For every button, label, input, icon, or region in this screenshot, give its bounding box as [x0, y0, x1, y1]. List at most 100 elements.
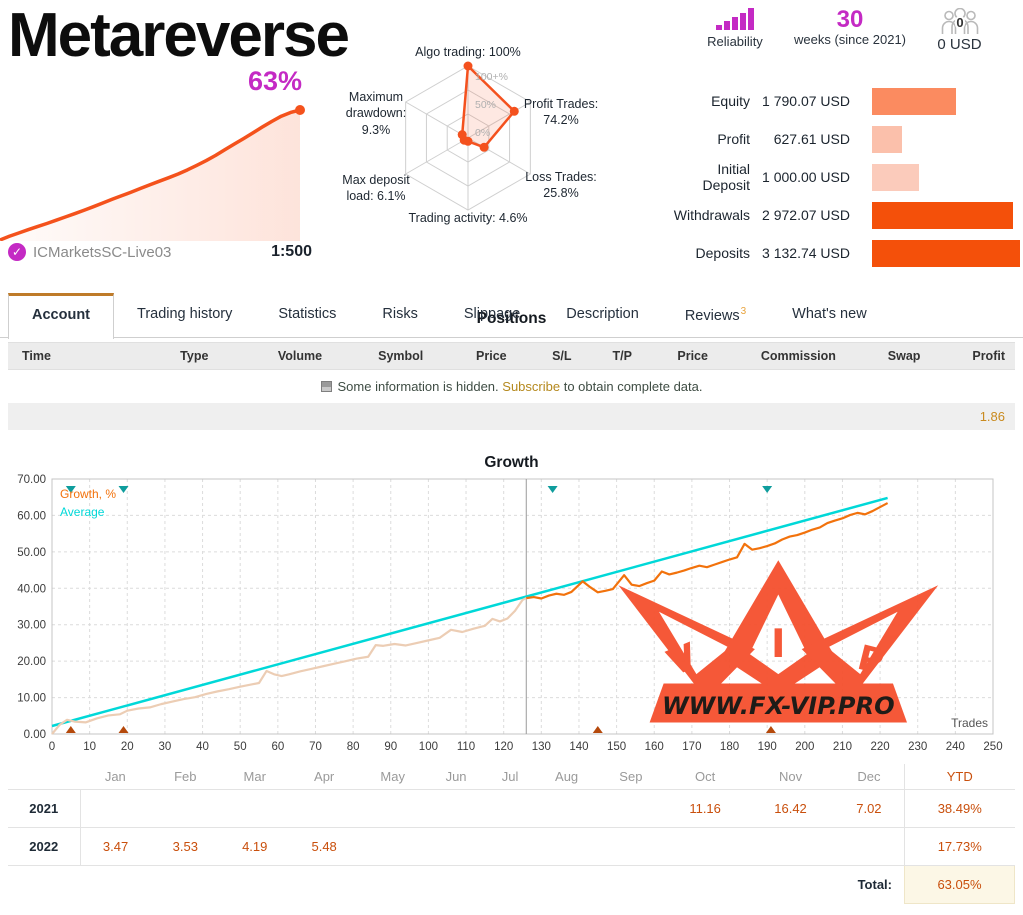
positions-col-profit: Profit — [944, 342, 1015, 370]
svg-text:20: 20 — [121, 741, 134, 753]
mini-growth-chart — [0, 93, 312, 242]
tab-reviews[interactable]: Reviews3 — [684, 306, 747, 324]
reliability-stat: Reliability — [680, 8, 790, 49]
subscribe-link[interactable]: Subscribe — [502, 379, 561, 394]
radar-label-trading-activity: Trading activity: 4.6% — [408, 211, 528, 225]
positions-col-price: Price — [652, 342, 733, 370]
tab-account[interactable]: Account — [8, 293, 114, 339]
monthly-row-2022: 2022 3.47 3.53 4.19 5.48 17.73% — [8, 827, 1015, 866]
svg-text:120: 120 — [494, 741, 513, 753]
summary-row-equity: Equity 1 790.07 USD — [672, 82, 1023, 120]
account-broker-name: ICMarketsSC-Live03 — [33, 243, 172, 261]
tab-bar: Account Trading history Statistics Risks Sli… — [0, 293, 1023, 339]
reliability-label: Reliability — [707, 34, 763, 49]
svg-text:Trades: Trades — [951, 716, 988, 730]
tab-what-s-new[interactable]: What's new — [792, 306, 867, 322]
growth-title: Growth — [484, 454, 539, 471]
svg-text:20.00: 20.00 — [17, 656, 46, 668]
header-stats: Reliability 30 weeks (since 2021) 0 0 US… — [672, 8, 1023, 70]
svg-text:40.00: 40.00 — [17, 583, 46, 595]
month-return — [426, 789, 486, 828]
radar-label-algo-trading: Algo trading: 100% — [415, 45, 521, 59]
month-return: 5.48 — [289, 827, 359, 866]
summary-row-initial-deposit: Initial Deposit 1 000.00 USD — [672, 158, 1023, 196]
reviews-count-badge: 3 — [740, 306, 747, 317]
summary-row-deposits: Deposits 3 132.74 USD — [672, 234, 1023, 272]
tab-risks[interactable]: Risks — [382, 306, 418, 322]
account-summary: Equity 1 790.07 USD Profit 627.61 USD Initia… — [672, 82, 1023, 272]
tab-statistics[interactable]: Statistics — [278, 306, 337, 322]
svg-text:40: 40 — [196, 741, 209, 753]
tab-trading-history[interactable]: Trading history — [137, 306, 233, 322]
svg-text:70.00: 70.00 — [17, 474, 46, 486]
month-return: 11.16 — [663, 789, 748, 828]
summary-value: 627.61 USD — [773, 131, 850, 147]
month-return: 7.02 — [833, 789, 905, 828]
month-return — [485, 827, 535, 866]
tab-description[interactable]: Description — [566, 306, 639, 322]
svg-text:220: 220 — [870, 741, 889, 753]
svg-text:240: 240 — [946, 741, 965, 753]
svg-text:60.00: 60.00 — [17, 510, 46, 522]
radar-label-profit-trades: Profit Trades: 74.2% — [523, 97, 599, 128]
month-col-ytd: YTD — [904, 764, 1015, 790]
positions-total-profit: 1.86 — [8, 403, 1015, 430]
svg-text:190: 190 — [758, 741, 777, 753]
page-title: Metareverse — [8, 1, 350, 70]
summary-row-profit: Profit 627.61 USD — [672, 120, 1023, 158]
summary-label: Deposits — [695, 245, 750, 261]
month-return — [534, 827, 599, 866]
svg-text:Average: Average — [60, 505, 105, 519]
summary-value: 1 790.07 USD — [762, 93, 850, 109]
svg-text:90: 90 — [384, 741, 397, 753]
mini-growth-svg — [0, 105, 305, 242]
month-col-sep: Sep — [598, 764, 663, 790]
month-return: 16.42 — [747, 789, 834, 828]
positions-table: Time Type Volume Symbol Price S/L T/P Price Comm… — [8, 342, 1015, 430]
svg-text:150: 150 — [607, 741, 626, 753]
month-col-apr: Apr — [289, 764, 359, 790]
svg-text:230: 230 — [908, 741, 927, 753]
monthly-total-row: Total: 63.05% — [8, 865, 1015, 904]
funds-label: 0 USD — [937, 36, 982, 53]
month-return — [534, 789, 599, 828]
month-return: 3.47 — [80, 827, 151, 866]
month-return — [426, 827, 486, 866]
ytd-return: 38.49% — [904, 789, 1015, 828]
svg-text:I: I — [771, 622, 786, 667]
svg-text:100: 100 — [419, 741, 438, 753]
svg-text:180: 180 — [720, 741, 739, 753]
year-label: 2022 — [8, 827, 81, 866]
people-icon: 0 — [912, 7, 1007, 34]
svg-text:P: P — [854, 638, 888, 683]
month-col-may: May — [358, 764, 427, 790]
subscribers-funds-stat: 0 0 USD — [912, 7, 1007, 53]
hidden-info-icon — [320, 381, 332, 392]
summary-value: 1 000.00 USD — [762, 169, 850, 185]
signal-header: Metareverse 63% ✓ ICMarketsSC-Live03 1:5… — [0, 0, 1023, 288]
month-col-jul: Jul — [485, 764, 535, 790]
svg-text:0: 0 — [49, 741, 55, 753]
radar-label-max-drawdown: Maximum drawdown: 9.3% — [345, 90, 407, 137]
year-label: 2021 — [8, 789, 81, 828]
account-leverage: 1:500 — [271, 243, 312, 260]
summary-label: Initial Deposit — [702, 161, 750, 193]
hidden-message-text: Some information is hidden. — [337, 379, 499, 394]
summary-label: Equity — [711, 93, 750, 109]
summary-bar — [872, 239, 1020, 267]
svg-text:0%: 0% — [475, 127, 490, 139]
svg-text:110: 110 — [457, 741, 475, 753]
month-col-feb: Feb — [150, 764, 221, 790]
month-col-aug: Aug — [534, 764, 599, 790]
tab-slippage[interactable]: Slippage — [463, 306, 521, 322]
summary-label: Profit — [717, 131, 750, 147]
positions-title: Positions — [476, 310, 547, 327]
month-col-nov: Nov — [747, 764, 834, 790]
radar-label-loss-trades: Loss Trades: 25.8% — [525, 170, 597, 201]
summary-value: 3 132.74 USD — [762, 245, 850, 261]
positions-col-symbol: Symbol — [350, 342, 452, 370]
month-col-dec: Dec — [833, 764, 905, 790]
month-return — [598, 789, 663, 828]
ytd-return: 17.73% — [904, 827, 1015, 866]
positions-col-swap: Swap — [863, 342, 945, 370]
